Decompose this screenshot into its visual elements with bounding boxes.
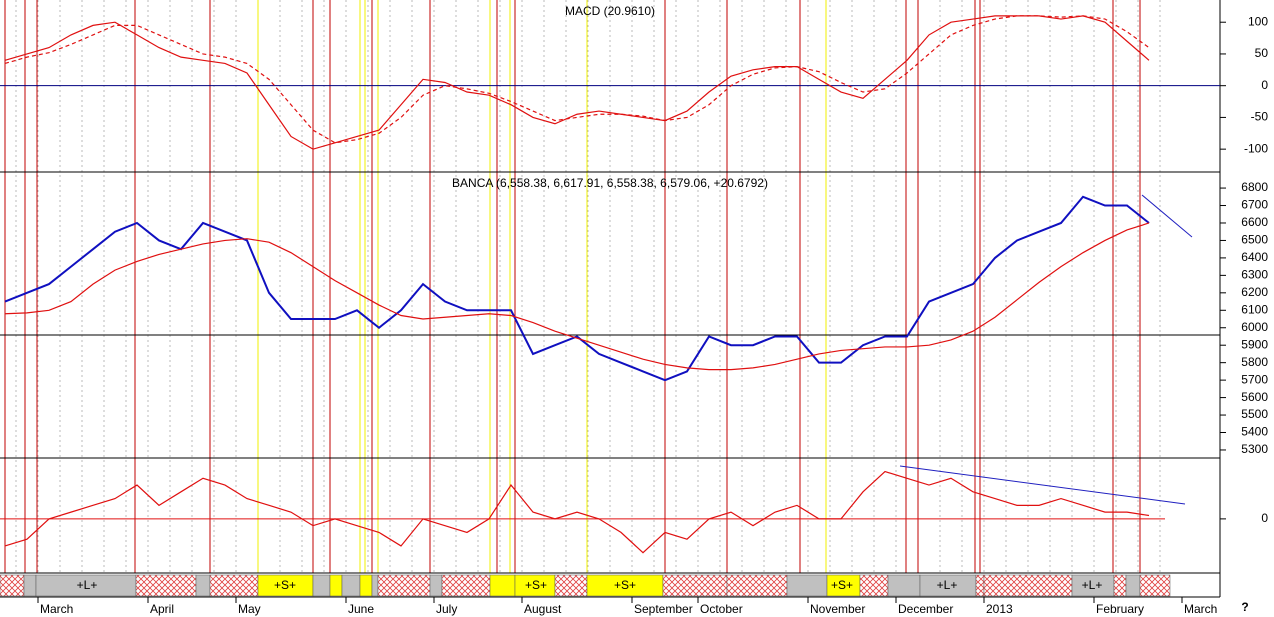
signal-segment bbox=[371, 574, 379, 597]
x-tick-label: September bbox=[634, 602, 693, 616]
x-tick-label: August bbox=[524, 602, 562, 616]
y-tick-label: 6600 bbox=[1241, 215, 1268, 229]
signal-lines bbox=[4, 0, 1161, 573]
y-tick-label: 6300 bbox=[1241, 268, 1268, 282]
signal-segment bbox=[1113, 574, 1127, 597]
y-tick-label: 6200 bbox=[1241, 285, 1268, 299]
x-tick-label: December bbox=[898, 602, 953, 616]
signal-segment bbox=[554, 574, 588, 597]
signal-segment bbox=[429, 574, 443, 597]
series-line bbox=[4, 222, 1150, 371]
y-tick-label: 0 bbox=[1261, 511, 1268, 525]
signal-label: +S+ bbox=[831, 578, 853, 592]
y-tick-label: 0 bbox=[1261, 78, 1268, 92]
signal-segment bbox=[726, 574, 788, 597]
y-tick-label: -50 bbox=[1251, 110, 1269, 124]
signal-segment bbox=[195, 574, 211, 597]
signal-label: +S+ bbox=[274, 578, 296, 592]
signal-segment bbox=[887, 574, 921, 597]
signal-segment bbox=[859, 574, 889, 597]
y-tick-label: 5700 bbox=[1241, 372, 1268, 386]
price-title: BANCA (6,558.38, 6,617.91, 6,558.38, 6,5… bbox=[452, 176, 768, 190]
y-tick-label: 5900 bbox=[1241, 337, 1268, 351]
signal-segment bbox=[312, 574, 331, 597]
y-tick-label: 6000 bbox=[1241, 320, 1268, 334]
signal-label: +L+ bbox=[1082, 578, 1103, 592]
y-tick-label: 50 bbox=[1255, 46, 1269, 60]
x-tick-label: April bbox=[150, 602, 174, 616]
signal-segment bbox=[975, 574, 985, 597]
y-tick-label: 5800 bbox=[1241, 355, 1268, 369]
series-line bbox=[4, 470, 1150, 554]
x-tick-label: March bbox=[40, 602, 73, 616]
signal-segment bbox=[441, 574, 491, 597]
y-tick-label: 6700 bbox=[1241, 198, 1268, 212]
signal-segment bbox=[489, 574, 516, 597]
y-tick-label: 6800 bbox=[1241, 180, 1268, 194]
x-tick-label: July bbox=[436, 602, 457, 616]
signal-segment bbox=[1125, 574, 1141, 597]
y-tick-label: 100 bbox=[1248, 14, 1268, 28]
y-tick-label: 6500 bbox=[1241, 233, 1268, 247]
signal-segment bbox=[341, 574, 361, 597]
macd-title: MACD (20.9610) bbox=[565, 4, 655, 18]
y-tick-label: 5500 bbox=[1241, 407, 1268, 421]
signal-segment bbox=[329, 574, 343, 597]
y-tick-label: 5400 bbox=[1241, 425, 1268, 439]
trend-line bbox=[1141, 194, 1193, 238]
signal-segment bbox=[23, 574, 37, 597]
x-tick-label: November bbox=[810, 602, 865, 616]
signal-label: +S+ bbox=[614, 578, 636, 592]
signal-label: +S+ bbox=[525, 578, 547, 592]
signal-segment bbox=[0, 574, 25, 597]
signal-segment bbox=[359, 574, 373, 597]
signal-segment bbox=[983, 574, 1073, 597]
signal-segment bbox=[209, 574, 259, 597]
x-tick-label: 2013 bbox=[986, 602, 1013, 616]
signal-label: +L+ bbox=[937, 578, 958, 592]
signal-label: +L+ bbox=[77, 578, 98, 592]
signal-segment bbox=[135, 574, 197, 597]
y-tick-label: 5600 bbox=[1241, 390, 1268, 404]
y-tick-label: 6100 bbox=[1241, 302, 1268, 316]
x-tick-label: February bbox=[1096, 602, 1144, 616]
x-tick-label: March bbox=[1184, 602, 1217, 616]
y-tick-label: 5300 bbox=[1241, 442, 1268, 456]
trend-line bbox=[899, 465, 1186, 505]
series-line bbox=[4, 15, 1150, 150]
y-tick-label: -100 bbox=[1244, 141, 1268, 155]
x-tick-label: October bbox=[700, 602, 743, 616]
help[interactable]: ? bbox=[1241, 600, 1248, 614]
signal-segment bbox=[662, 574, 728, 597]
signal-segment bbox=[377, 574, 431, 597]
x-tick-label: June bbox=[348, 602, 374, 616]
series-line bbox=[4, 195, 1150, 382]
signal-segment bbox=[786, 574, 828, 597]
x-tick-label: May bbox=[238, 602, 261, 616]
y-tick-label: 6400 bbox=[1241, 250, 1268, 264]
signal-segment bbox=[1139, 574, 1171, 597]
